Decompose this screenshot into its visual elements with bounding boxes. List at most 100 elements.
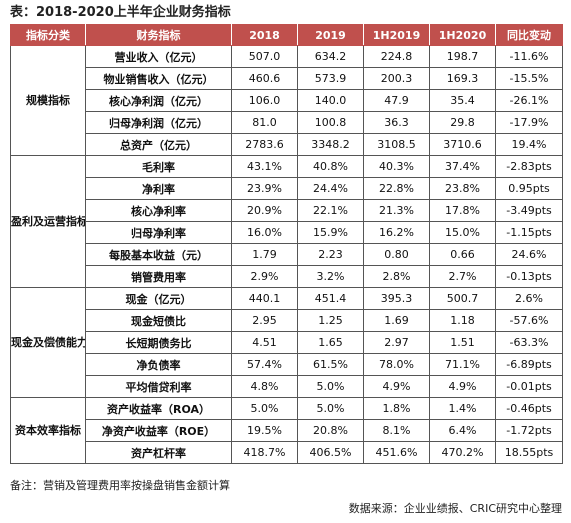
value-cell: 4.8% <box>231 375 298 398</box>
value-cell: -15.5% <box>495 67 563 90</box>
column-header: 同比变动 <box>495 24 563 46</box>
value-cell: -11.6% <box>495 45 563 68</box>
value-cell: 21.3% <box>363 199 430 222</box>
table-row: 销管费用率 2.9% 3.2% 2.8% 2.7% -0.13pts <box>11 265 563 288</box>
value-cell: 37.4% <box>429 155 496 178</box>
value-cell: 3710.6 <box>429 133 496 156</box>
column-header: 2019 <box>297 24 364 46</box>
value-cell: 18.55pts <box>495 441 563 464</box>
indicator-label: 净负债率 <box>85 353 232 376</box>
table-row: 核心净利率 20.9% 22.1% 21.3% 17.8% -3.49pts <box>11 199 563 222</box>
table-row: 长短期债务比 4.51 1.65 2.97 1.51 -63.3% <box>11 331 563 354</box>
value-cell: 2.97 <box>363 331 430 354</box>
value-cell: 440.1 <box>231 287 298 310</box>
value-cell: 5.0% <box>231 397 298 420</box>
category-cell: 资本效率指标 <box>10 397 86 464</box>
value-cell: 573.9 <box>297 67 364 90</box>
table-row: 总资产（亿元） 2783.6 3348.2 3108.5 3710.6 19.4% <box>11 133 563 156</box>
value-cell: 3108.5 <box>363 133 430 156</box>
indicator-label: 资产杠杆率 <box>85 441 232 464</box>
value-cell: 406.5% <box>297 441 364 464</box>
category-cell: 盈利及运营指标 <box>10 155 86 288</box>
value-cell: -2.83pts <box>495 155 563 178</box>
value-cell: 418.7% <box>231 441 298 464</box>
value-cell: 35.4 <box>429 89 496 112</box>
table-row: 核心净利润（亿元） 106.0 140.0 47.9 35.4 -26.1% <box>11 89 563 112</box>
value-cell: 3.2% <box>297 265 364 288</box>
value-cell: 19.5% <box>231 419 298 442</box>
table-row: 资本效率指标 资产收益率（ROA） 5.0% 5.0% 1.8% 1.4% -0.46pts <box>10 397 563 464</box>
table-row: 现金短债比 2.95 1.25 1.69 1.18 -57.6% <box>11 309 563 332</box>
indicator-label: 核心净利润（亿元） <box>85 89 232 112</box>
value-cell: 4.9% <box>429 375 496 398</box>
value-cell: 24.4% <box>297 177 364 200</box>
value-cell: 5.0% <box>297 397 364 420</box>
financial-indicators-table: 指标分类 财务指标 2018 2019 1H2019 1H2020 同比变动 规模指标 营业收… <box>10 24 563 464</box>
indicator-label: 净利率 <box>85 177 232 200</box>
value-cell: 1.4% <box>429 397 496 420</box>
table-row: 每股基本收益（元） 1.79 2.23 0.80 0.66 24.6% <box>11 243 563 266</box>
category-cell: 规模指标 <box>10 45 86 156</box>
value-cell: 16.0% <box>231 221 298 244</box>
value-cell: 1.8% <box>363 397 430 420</box>
value-cell: 47.9 <box>363 89 430 112</box>
value-cell: 470.2% <box>429 441 496 464</box>
value-cell: 198.7 <box>429 45 496 68</box>
value-cell: 1.69 <box>363 309 430 332</box>
value-cell: 0.80 <box>363 243 430 266</box>
value-cell: 1.51 <box>429 331 496 354</box>
indicator-label: 总资产（亿元） <box>85 133 232 156</box>
value-cell: 1.65 <box>297 331 364 354</box>
value-cell: 20.8% <box>297 419 364 442</box>
value-cell: 451.4 <box>297 287 364 310</box>
value-cell: 23.9% <box>231 177 298 200</box>
value-cell: 8.1% <box>363 419 430 442</box>
table-row: 规模指标 营业收入（亿元） 507.0 634.2 224.8 198.7 -11.6% <box>10 45 563 156</box>
value-cell: 81.0 <box>231 111 298 134</box>
value-cell: 29.8 <box>429 111 496 134</box>
value-cell: -1.72pts <box>495 419 563 442</box>
value-cell: -17.9% <box>495 111 563 134</box>
indicator-label: 销管费用率 <box>85 265 232 288</box>
table-row: 净负债率 57.4% 61.5% 78.0% 71.1% -6.89pts <box>11 353 563 376</box>
value-cell: -26.1% <box>495 89 563 112</box>
value-cell: 0.95pts <box>495 177 563 200</box>
indicator-label: 核心净利率 <box>85 199 232 222</box>
value-cell: -0.46pts <box>495 397 563 420</box>
category-cell: 现金及偿债能力指标 <box>10 287 86 398</box>
value-cell: 71.1% <box>429 353 496 376</box>
indicator-label: 现金（亿元） <box>85 287 232 310</box>
indicator-label: 净资产收益率（ROE） <box>85 419 232 442</box>
value-cell: 200.3 <box>363 67 430 90</box>
column-header: 2018 <box>231 24 298 46</box>
value-cell: 15.9% <box>297 221 364 244</box>
value-cell: -6.89pts <box>495 353 563 376</box>
column-header: 财务指标 <box>85 24 232 46</box>
indicator-label: 现金短债比 <box>85 309 232 332</box>
value-cell: 460.6 <box>231 67 298 90</box>
indicator-label: 毛利率 <box>85 155 232 178</box>
value-cell: -63.3% <box>495 331 563 354</box>
value-cell: -57.6% <box>495 309 563 332</box>
value-cell: 1.25 <box>297 309 364 332</box>
data-source: 数据来源：企业业绩报、CRIC研究中心整理 <box>348 502 562 515</box>
value-cell: 500.7 <box>429 287 496 310</box>
value-cell: 40.8% <box>297 155 364 178</box>
indicator-label: 归母净利润（亿元） <box>85 111 232 134</box>
value-cell: 78.0% <box>363 353 430 376</box>
value-cell: 2.95 <box>231 309 298 332</box>
value-cell: 507.0 <box>231 45 298 68</box>
table-row: 归母净利润（亿元） 81.0 100.8 36.3 29.8 -17.9% <box>11 111 563 134</box>
value-cell: 2.6% <box>495 287 563 310</box>
value-cell: 57.4% <box>231 353 298 376</box>
indicator-label: 物业销售收入（亿元） <box>85 67 232 90</box>
indicator-label: 资产收益率（ROA） <box>85 397 232 420</box>
value-cell: 106.0 <box>231 89 298 112</box>
value-cell: 140.0 <box>297 89 364 112</box>
column-header: 1H2019 <box>363 24 430 46</box>
table-row: 净资产收益率（ROE） 19.5% 20.8% 8.1% 6.4% -1.72pts <box>11 419 563 442</box>
value-cell: 100.8 <box>297 111 364 134</box>
value-cell: 169.3 <box>429 67 496 90</box>
value-cell: 15.0% <box>429 221 496 244</box>
